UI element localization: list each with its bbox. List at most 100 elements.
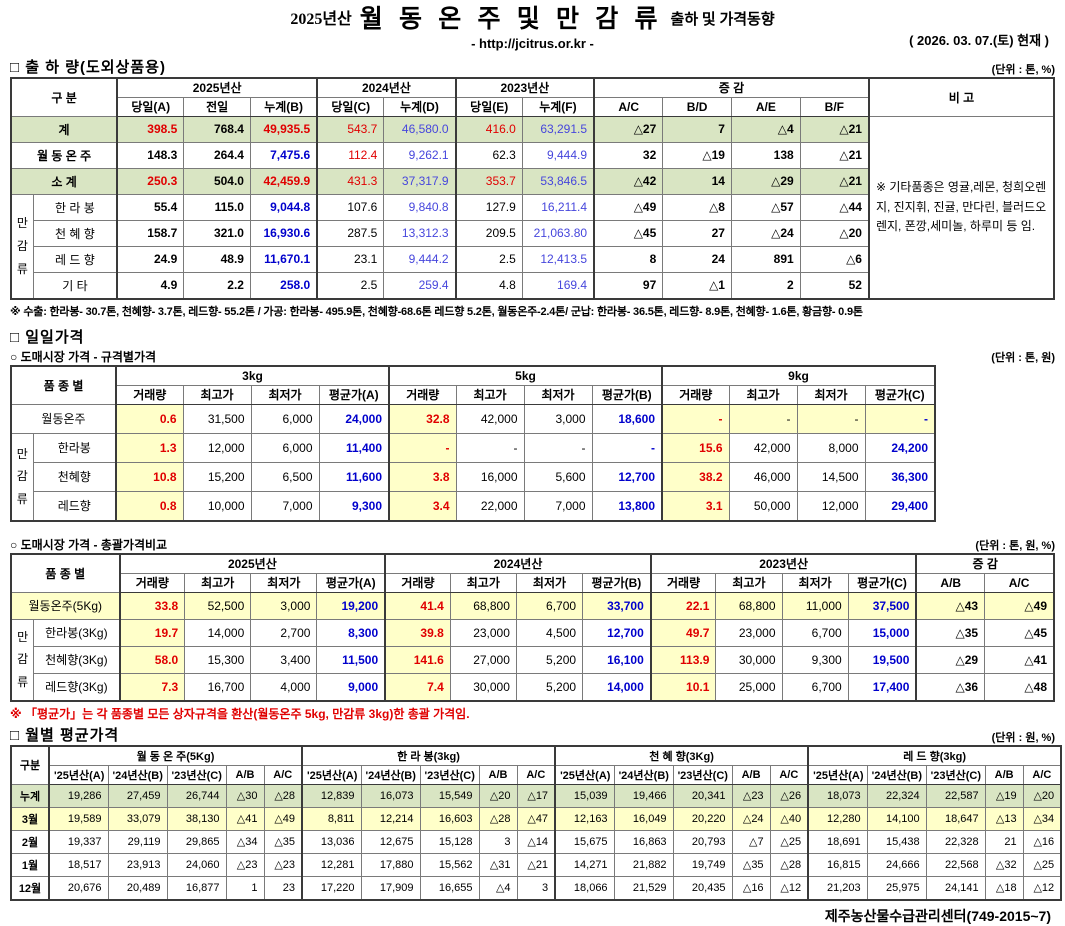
table-cell: △6 xyxy=(799,245,870,273)
table-cell: 27,459 xyxy=(107,783,168,808)
table-cell: 107.6 xyxy=(316,193,385,221)
table-cell: 16,603 xyxy=(419,806,480,831)
table-cell: 264.4 xyxy=(183,141,251,169)
row-label: 1월 xyxy=(10,852,50,877)
table-cell: 4,500 xyxy=(515,618,584,647)
price-row: 천혜향 10.8 15,200 6,500 11,600 3.8 16,000 5,600 12… xyxy=(11,461,936,492)
col-group-header: 3kg xyxy=(115,365,390,386)
table-cell: △25 xyxy=(769,829,809,854)
col-header: 평균가(C) xyxy=(847,572,917,593)
table-cell: 9,300 xyxy=(781,645,849,674)
subtitle-spec-price: ○ 도매시장 가격 - 규격별가격 xyxy=(10,349,157,364)
table-cell: 2 xyxy=(730,271,801,300)
table-cell: 19,589 xyxy=(48,806,109,831)
table-cell: 16,000 xyxy=(455,461,525,492)
table-cell: 1.3 xyxy=(115,432,184,463)
table-cell: 3 xyxy=(478,829,518,854)
table-cell: 768.4 xyxy=(183,115,251,143)
table-cell: 14,500 xyxy=(796,461,866,492)
row-label: 월동온주(5Kg) xyxy=(10,591,121,620)
table-cell: 21,529 xyxy=(613,875,674,901)
table-cell: 7,000 xyxy=(523,490,593,522)
table-cell: 11,400 xyxy=(318,432,390,463)
table-cell: 55.4 xyxy=(116,193,185,221)
table-cell: 32.8 xyxy=(388,403,457,434)
table-cell: 2.5 xyxy=(316,271,385,300)
table-cell: 20,676 xyxy=(48,875,109,901)
col-group-header: 2024년산 xyxy=(316,77,457,98)
table-cell: 58.0 xyxy=(118,645,186,674)
table-cell: 22,568 xyxy=(925,852,986,877)
table-cell: 6,500 xyxy=(250,461,320,492)
col-header: 거래량 xyxy=(115,384,184,405)
row-label: 천 혜 향 xyxy=(32,219,118,247)
table-cell: 6,700 xyxy=(781,672,849,702)
table-cell: 209.5 xyxy=(454,219,523,247)
row-label: 한라봉(3Kg) xyxy=(33,618,121,647)
shipment-row: 계 398.5 768.4 49,935.5 543.7 46,580.0 416.0 63,… xyxy=(10,115,1055,300)
col-header: 최저가 xyxy=(796,384,866,405)
table-cell: 0.6 xyxy=(115,403,184,434)
spec-price-table: 품 종 별 3kg 5kg 9kg 거래량 최고가 최저가 평균가(A) 거래량 최고가 최저가 평균… xyxy=(10,364,937,522)
table-cell: 24,141 xyxy=(925,875,986,901)
col-header: 최고가 xyxy=(182,384,252,405)
table-cell: 3 xyxy=(516,875,556,901)
table-cell: 18,066 xyxy=(554,875,615,901)
col-header: '25년산(A) xyxy=(807,764,868,785)
monthly-price-table: 구분 월 동 온 주(5Kg) 한 라 봉(3kg) 천 혜 향(3Kg) 레 드 향(… xyxy=(10,744,1063,901)
table-cell: 20,341 xyxy=(672,783,733,808)
col-header: '24년산(B) xyxy=(613,764,674,785)
table-cell: △21 xyxy=(799,167,870,195)
col-header: 평균가(B) xyxy=(591,384,663,405)
col-header: 최저가 xyxy=(250,572,318,593)
table-cell: 24,060 xyxy=(166,852,227,877)
table-cell: △23 xyxy=(731,783,771,808)
table-cell: 39.8 xyxy=(384,618,451,647)
table-cell: 33,700 xyxy=(582,591,652,620)
table-cell: 7,475.6 xyxy=(249,141,318,169)
table-cell: 169.4 xyxy=(521,271,595,300)
table-cell: 127.9 xyxy=(454,193,523,221)
price-row: 레드향(3Kg) 7.3 16,700 4,000 9,000 7.4 30,000 5,20… xyxy=(11,672,1055,702)
table-cell: △31 xyxy=(478,852,518,877)
col-header: A/B xyxy=(731,764,771,785)
table-cell: △21 xyxy=(799,115,870,143)
table-cell: △48 xyxy=(984,672,1055,702)
table-cell: △20 xyxy=(478,783,518,808)
table-cell: - xyxy=(455,432,525,463)
table-cell: △40 xyxy=(769,806,809,831)
table-cell: 48.9 xyxy=(183,245,251,273)
table-cell: - xyxy=(661,403,730,434)
row-label: 소 계 xyxy=(10,167,118,195)
table-cell: △28 xyxy=(478,806,518,831)
col-header: 최고가 xyxy=(715,572,783,593)
table-cell: 2.2 xyxy=(183,271,251,300)
table-cell: 416.0 xyxy=(454,115,523,143)
table-cell: 18,691 xyxy=(807,829,868,854)
col-header: 누계(F) xyxy=(521,96,595,117)
table-cell: 8,000 xyxy=(796,432,866,463)
col-header: A/B xyxy=(478,764,518,785)
price-row: 월동온주 0.6 31,500 6,000 24,000 32.8 42,000 3,000 1… xyxy=(10,403,936,434)
table-cell: 27 xyxy=(662,219,732,247)
table-cell: 6,700 xyxy=(781,618,849,647)
table-cell: 10,000 xyxy=(182,490,252,522)
table-cell: 18,517 xyxy=(48,852,109,877)
col-header: '23년산(C) xyxy=(419,764,480,785)
table-cell: 36,300 xyxy=(864,461,936,492)
col-header-gubun: 구분 xyxy=(10,745,50,785)
col-header: 최저가 xyxy=(250,384,320,405)
table-cell: △29 xyxy=(915,645,986,674)
table-cell: 2,700 xyxy=(250,618,318,647)
table-cell: 19,500 xyxy=(847,645,917,674)
table-cell: 42,000 xyxy=(728,432,798,463)
table-cell: 148.3 xyxy=(116,141,185,169)
shipment-footnote: ※ 수출: 한라봉- 30.7톤, 천혜향- 3.7톤, 레드향- 55.2톤 … xyxy=(10,305,863,318)
col-header: A/B xyxy=(984,764,1024,785)
col-group-header: 증 감 xyxy=(915,553,1055,574)
table-cell: 15,549 xyxy=(419,783,480,808)
table-cell: 4,000 xyxy=(250,672,318,702)
table-cell: 113.9 xyxy=(649,645,717,674)
table-cell: △7 xyxy=(731,829,771,854)
